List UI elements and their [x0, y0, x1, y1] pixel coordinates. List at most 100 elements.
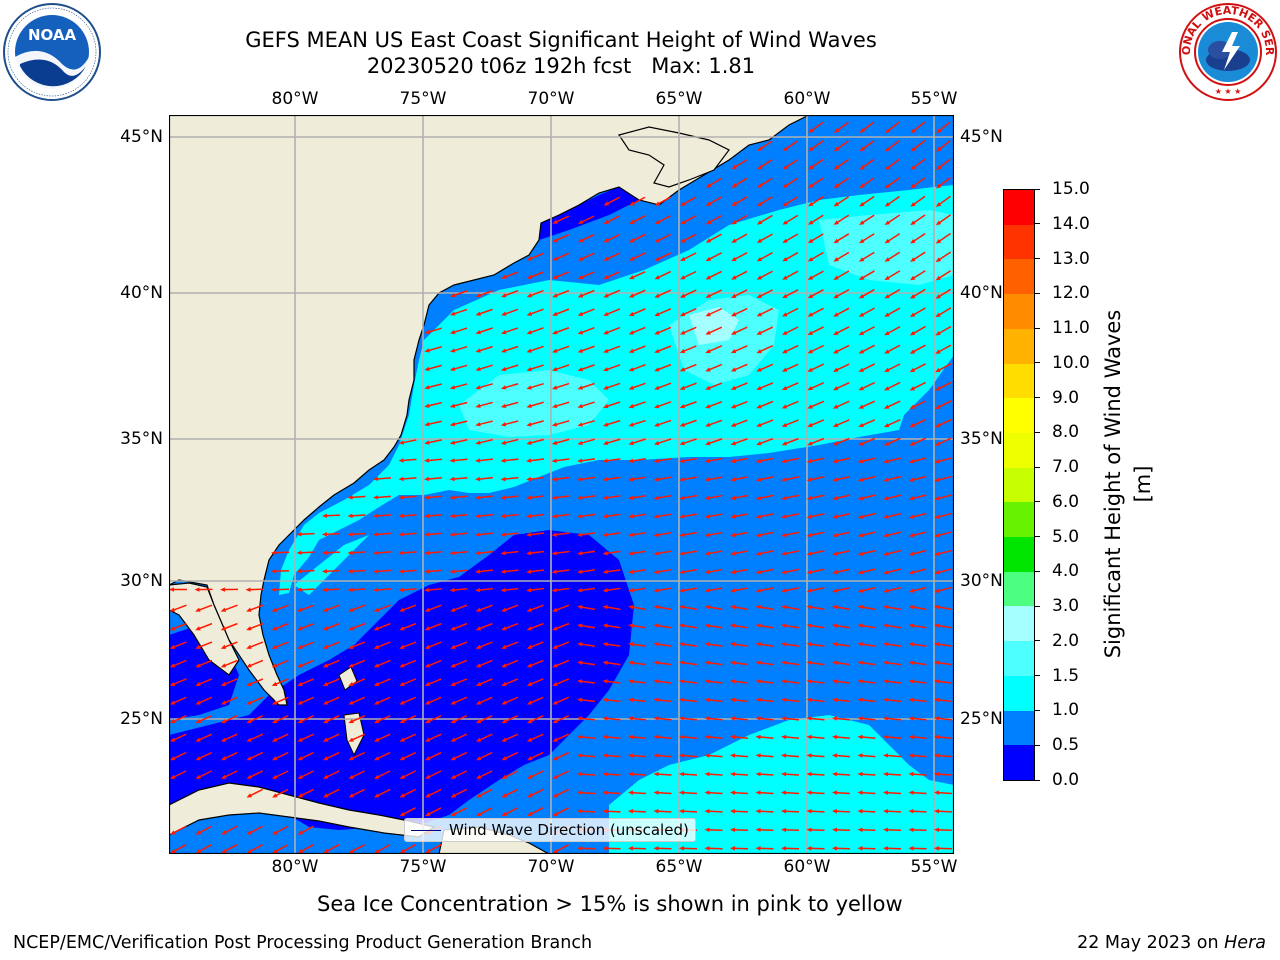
wave-direction-arrow — [628, 660, 647, 666]
wave-direction-arrow — [910, 140, 926, 152]
wave-direction-arrow — [373, 532, 392, 537]
wave-direction-arrow — [449, 327, 468, 335]
wave-direction-arrow — [450, 770, 468, 779]
wave-direction-arrow — [272, 825, 289, 835]
wave-direction-arrow — [577, 771, 596, 777]
wave-direction-arrow — [755, 697, 774, 703]
wave-direction-arrow — [833, 251, 850, 262]
lon-label-top: 65°W — [655, 89, 703, 109]
wave-direction-arrow — [551, 420, 570, 427]
ocean-band-1.0-1.5-coastal — [294, 535, 369, 595]
wave-direction-arrow — [781, 734, 800, 740]
wave-direction-arrow — [883, 734, 902, 740]
wave-direction-arrow — [705, 252, 722, 262]
wave-direction-arrow — [629, 196, 646, 206]
colorbar-tick-mark — [1034, 501, 1040, 503]
wave-direction-arrow — [373, 641, 391, 649]
wave-direction-arrow — [602, 458, 621, 463]
wave-direction-arrow — [908, 660, 927, 666]
wave-direction-arrow — [909, 400, 927, 409]
colorbar-tick-label: 6.0 — [1052, 491, 1080, 512]
wave-direction-arrow — [908, 734, 927, 740]
wave-direction-arrow — [577, 623, 596, 629]
wave-direction-arrow — [883, 400, 901, 409]
wave-direction-arrow — [935, 325, 952, 336]
wave-direction-arrow — [500, 476, 519, 482]
wave-direction-arrow — [679, 697, 698, 703]
wave-direction-arrow — [704, 587, 723, 593]
wave-direction-arrow — [857, 809, 876, 814]
wave-direction-arrow — [526, 401, 544, 409]
wave-direction-arrow — [653, 716, 672, 721]
wave-direction-arrow — [730, 568, 748, 575]
wave-direction-arrow — [577, 233, 595, 243]
wave-direction-arrow — [322, 587, 341, 592]
colorbar-tick-mark — [1034, 431, 1040, 433]
colorbar-tick-mark — [1034, 640, 1040, 642]
wave-direction-arrow — [908, 512, 927, 519]
wave-direction-arrow — [628, 382, 646, 390]
wave-direction-arrow — [910, 214, 926, 226]
wave-direction-arrow — [730, 307, 748, 317]
wave-direction-arrow — [449, 420, 468, 427]
wave-direction-arrow — [908, 623, 927, 629]
wave-direction-arrow — [859, 140, 875, 152]
wave-direction-arrow — [806, 568, 825, 575]
colorbar-tick-mark — [1034, 258, 1040, 260]
wave-direction-arrow — [782, 270, 799, 280]
wave-direction-arrow — [679, 326, 697, 335]
wave-direction-arrow — [756, 419, 774, 427]
wave-direction-arrow — [195, 678, 213, 686]
wave-direction-arrow — [398, 532, 417, 537]
wave-direction-arrow — [857, 604, 876, 611]
wave-direction-arrow — [654, 233, 671, 243]
wave-direction-arrow — [781, 513, 799, 519]
wave-direction-arrow — [934, 827, 953, 833]
wave-direction-arrow — [170, 770, 187, 779]
wave-direction-arrow — [169, 641, 187, 649]
wave-direction-arrow — [680, 233, 697, 243]
wave-direction-arrow — [679, 494, 698, 501]
lat-label-right: 35°N — [960, 429, 1003, 449]
wave-direction-arrow — [705, 307, 723, 317]
wave-direction-arrow — [322, 659, 340, 668]
wave-direction-arrow — [526, 622, 544, 631]
wave-direction-arrow — [704, 846, 723, 851]
wave-direction-arrow — [602, 419, 621, 427]
wave-direction-arrow — [806, 604, 825, 611]
wave-direction-arrow — [705, 345, 723, 353]
wave-direction-arrow — [628, 716, 647, 721]
wave-direction-arrow — [755, 604, 774, 611]
wave-direction-arrow — [348, 659, 366, 668]
wave-direction-arrow — [246, 678, 264, 686]
wave-direction-arrow — [628, 809, 647, 814]
wave-direction-arrow — [653, 457, 672, 463]
colorbar-tick-mark — [1034, 675, 1040, 677]
wave-direction-arrow — [449, 364, 468, 371]
colorbar-swatch — [1004, 328, 1034, 364]
wave-direction-arrow — [730, 363, 748, 372]
wave-direction-arrow — [628, 734, 647, 740]
wave-direction-arrow — [628, 846, 647, 851]
wave-direction-arrow — [628, 345, 646, 353]
wave-direction-arrow — [782, 251, 799, 262]
wave-direction-arrow — [730, 697, 749, 703]
wave-direction-arrow — [373, 751, 391, 761]
wave-direction-arrow — [883, 753, 902, 758]
wave-direction-arrow — [859, 177, 875, 189]
wave-direction-arrow — [858, 419, 876, 428]
wave-direction-arrow — [705, 177, 722, 188]
wave-direction-arrow — [679, 623, 698, 629]
wave-direction-arrow — [551, 382, 570, 390]
footer-date: 22 May 2023 on — [1077, 933, 1225, 953]
wave-direction-arrow — [755, 846, 774, 851]
wave-direction-arrow — [679, 771, 698, 777]
wave-direction-arrow — [883, 771, 902, 777]
wave-direction-arrow — [654, 270, 672, 280]
wave-direction-arrow — [935, 251, 952, 262]
wave-direction-arrow — [883, 457, 901, 464]
wave-direction-arrow — [679, 790, 698, 795]
wave-direction-arrow — [348, 770, 366, 779]
wave-direction-arrow — [501, 604, 519, 612]
wave-direction-arrow — [858, 400, 876, 409]
